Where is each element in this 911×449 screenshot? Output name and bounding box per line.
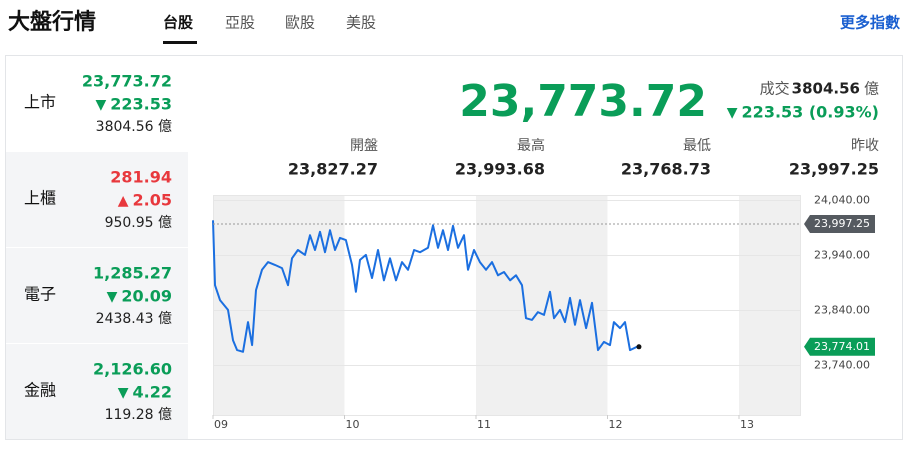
tab[interactable]: 台股 (163, 14, 194, 32)
widget-title: 大盤行情 (8, 9, 96, 35)
plot-frame (213, 195, 801, 416)
index-item[interactable] (6, 344, 188, 439)
index-volume: 119.28 億 (105, 407, 172, 423)
tab[interactable]: 歐股 (285, 14, 315, 32)
index-arrow: ▼ (107, 289, 118, 305)
stat-value: 23,768.73 (621, 160, 711, 179)
volume-unit: 億 (864, 80, 879, 98)
index-name: 金融 (24, 381, 56, 400)
price-line (212, 220, 638, 353)
index-change: 4.22 (133, 383, 172, 402)
x-tick-label: 13 (740, 418, 754, 431)
reference-tag (804, 215, 875, 234)
last-point (636, 344, 642, 350)
session-shade (475, 195, 608, 415)
index-volume: 2438.43 億 (96, 311, 172, 327)
stat-label: 開盤 (350, 138, 378, 154)
stat-label: 最高 (517, 137, 545, 154)
index-change: 223.53 (110, 95, 172, 114)
session-shade (738, 195, 800, 415)
last-tag-label: 23,774.01 (814, 340, 870, 353)
index-arrow: ▼ (118, 385, 129, 401)
index-name: 電子 (24, 285, 56, 304)
index-arrow: ▲ (118, 193, 129, 209)
stat-value: 23,997.25 (789, 160, 879, 179)
index-price: 281.94 (110, 168, 172, 187)
quote-change: 223.53 (0.93%) (742, 103, 879, 122)
stat-value: 23,993.68 (455, 160, 545, 179)
y-tick-label: 23,940.00 (814, 249, 870, 262)
more-link[interactable]: 更多指數 (840, 14, 900, 32)
last-tag (804, 337, 875, 356)
y-tick-label: 23,740.00 (814, 359, 870, 372)
index-arrow: ▼ (95, 97, 106, 113)
card (5, 55, 903, 440)
index-item[interactable] (6, 152, 188, 247)
index-price: 23,773.72 (82, 72, 172, 91)
index-item[interactable] (6, 248, 188, 343)
stat-label: 最低 (683, 138, 711, 154)
index-change: 2.05 (133, 191, 172, 210)
index-price: 2,126.60 (93, 360, 172, 379)
quote-price: 23,773.72 (459, 76, 707, 127)
index-change: 20.09 (121, 287, 172, 306)
volume-value: 3804.56 (792, 80, 860, 98)
quote-arrow: ▼ (727, 105, 738, 121)
index-item[interactable] (6, 56, 188, 151)
index-name: 上櫃 (24, 189, 56, 208)
stat-value: 23,827.27 (288, 160, 378, 179)
index-volume: 950.95 億 (105, 215, 172, 231)
volume-label: 成交 (760, 80, 790, 98)
tab[interactable]: 美股 (346, 14, 376, 32)
stat-label: 昨收 (851, 138, 879, 154)
index-name: 上市 (24, 93, 56, 112)
tab[interactable]: 亞股 (225, 14, 255, 32)
index-price: 1,285.27 (93, 264, 172, 283)
tab-underline (163, 41, 197, 44)
y-tick-label: 23,840.00 (814, 304, 870, 317)
x-tick-label: 12 (608, 418, 622, 431)
session-shade (213, 195, 345, 415)
x-tick-label: 09 (214, 418, 228, 431)
y-tick-label: 24,040.00 (814, 194, 870, 207)
reference-tag-label: 23,997.25 (814, 217, 870, 230)
x-tick-label: 11 (477, 418, 491, 431)
x-tick-label: 10 (345, 418, 359, 431)
index-volume: 3804.56 億 (96, 119, 172, 135)
